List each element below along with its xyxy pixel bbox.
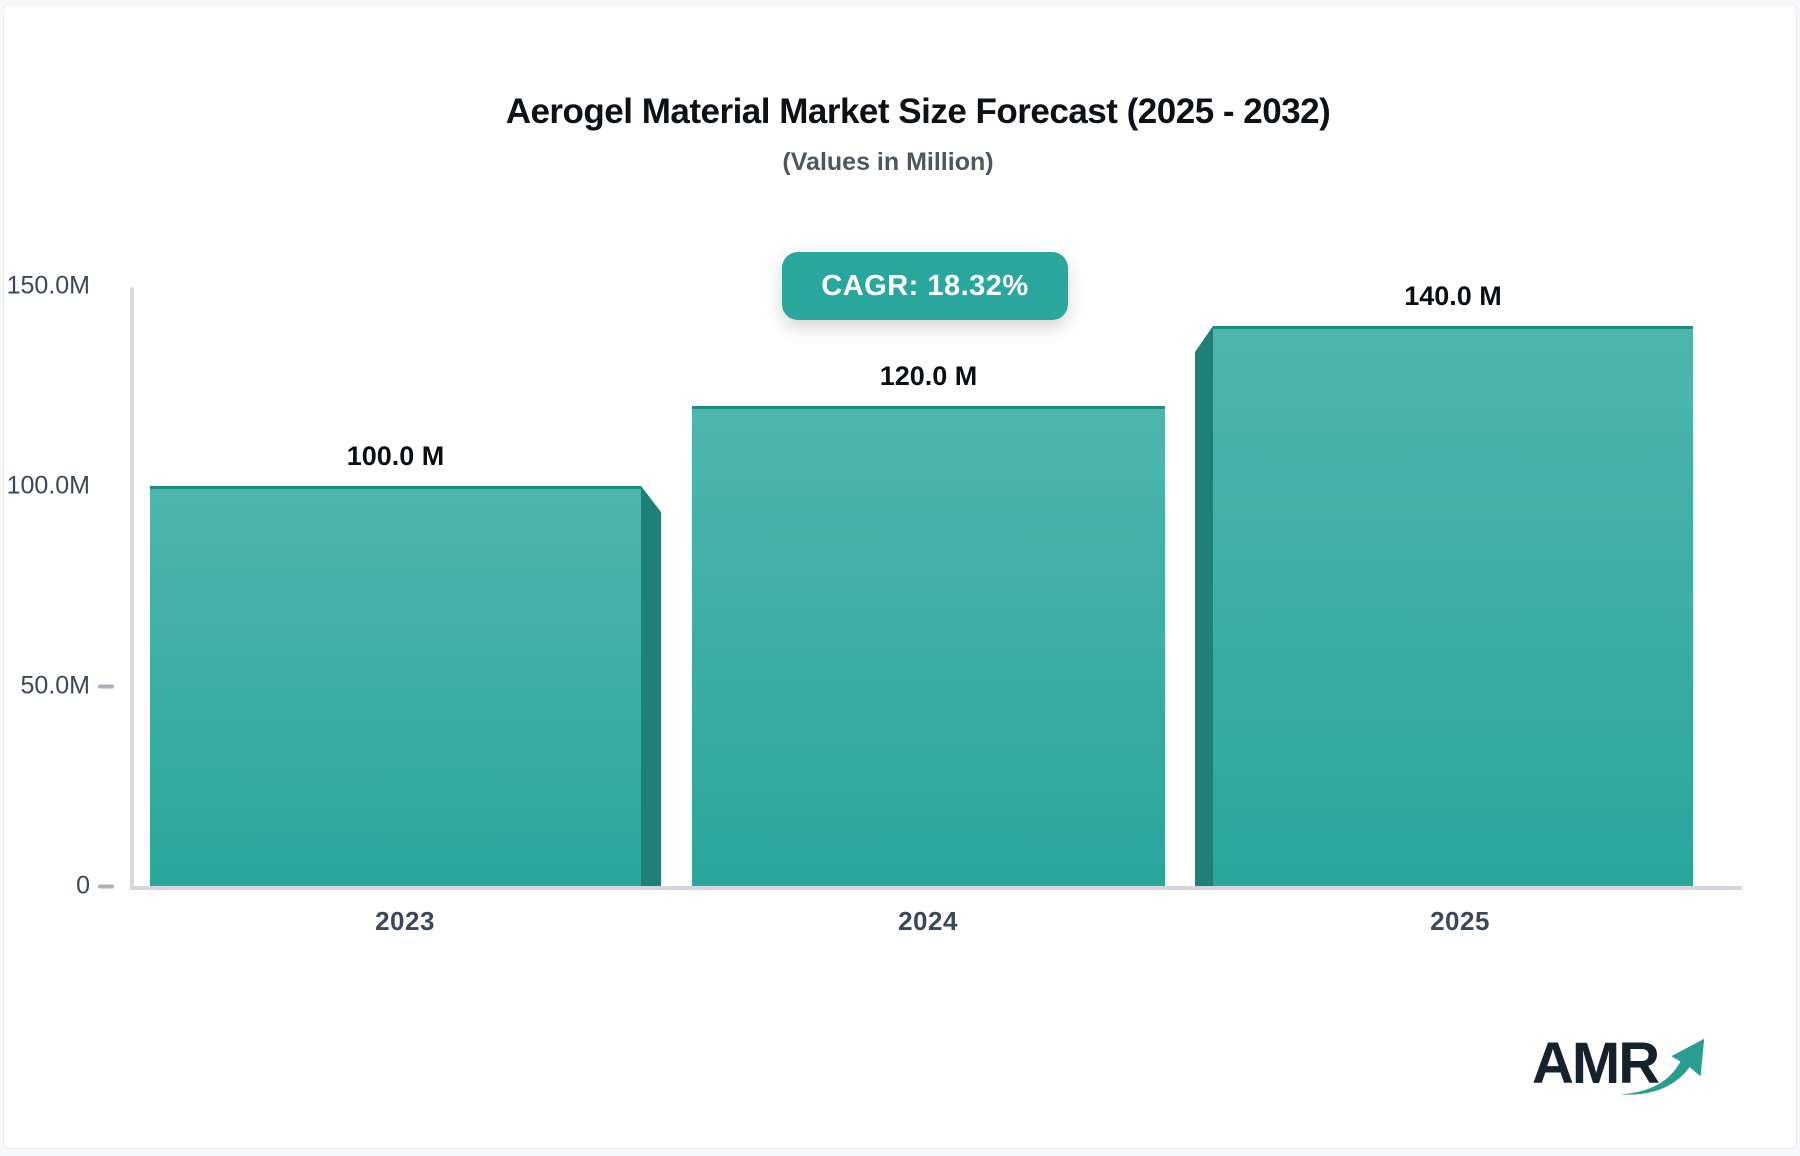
amr-logo-text: AMR [1532, 1031, 1660, 1096]
y-tick-0: 0 [0, 872, 122, 901]
x-axis-baseline [130, 886, 1742, 890]
bar-2023 [150, 486, 641, 886]
bar-2025-3d-side [1195, 326, 1213, 886]
y-tick-label: 50.0M [20, 671, 90, 700]
y-tick-150m: 150.0M [0, 272, 122, 301]
value-label-2024: 120.0 M [879, 361, 978, 391]
cagr-badge-label: CAGR: 18.32% [821, 269, 1029, 302]
y-tick-100m: 100.0M [0, 472, 122, 501]
y-tick-50m: 50.0M [0, 672, 122, 701]
cagr-badge: CAGR: 18.32% [782, 252, 1068, 320]
chart-subtitle: (Values in Million) [782, 148, 994, 176]
bar-group-2023 [150, 0, 661, 1156]
y-tick-label: 150.0M [6, 271, 90, 300]
x-label-2023: 2023 [375, 906, 435, 936]
value-label-2025: 140.0 M [1404, 281, 1502, 311]
bar-2025 [1213, 326, 1693, 886]
bar-2023-3d-side [641, 486, 661, 886]
y-tick-label: 100.0M [6, 471, 90, 500]
amr-logo: AMR [1532, 1028, 1722, 1108]
bar-group-2024 [692, 0, 1165, 1156]
x-label-2024: 2024 [898, 906, 958, 936]
value-label-2023: 100.0 M [346, 441, 445, 471]
chart-title: Aerogel Material Market Size Forecast (2… [505, 92, 1331, 131]
bar-group-2025 [1195, 0, 1693, 1156]
tick-dash [98, 884, 114, 888]
y-axis-line [130, 287, 134, 890]
tick-dash [98, 684, 114, 688]
y-tick-label: 0 [76, 871, 90, 900]
bar-2024 [692, 406, 1165, 886]
x-label-2025: 2025 [1430, 906, 1490, 936]
growth-arrow-icon [1620, 1038, 1705, 1095]
